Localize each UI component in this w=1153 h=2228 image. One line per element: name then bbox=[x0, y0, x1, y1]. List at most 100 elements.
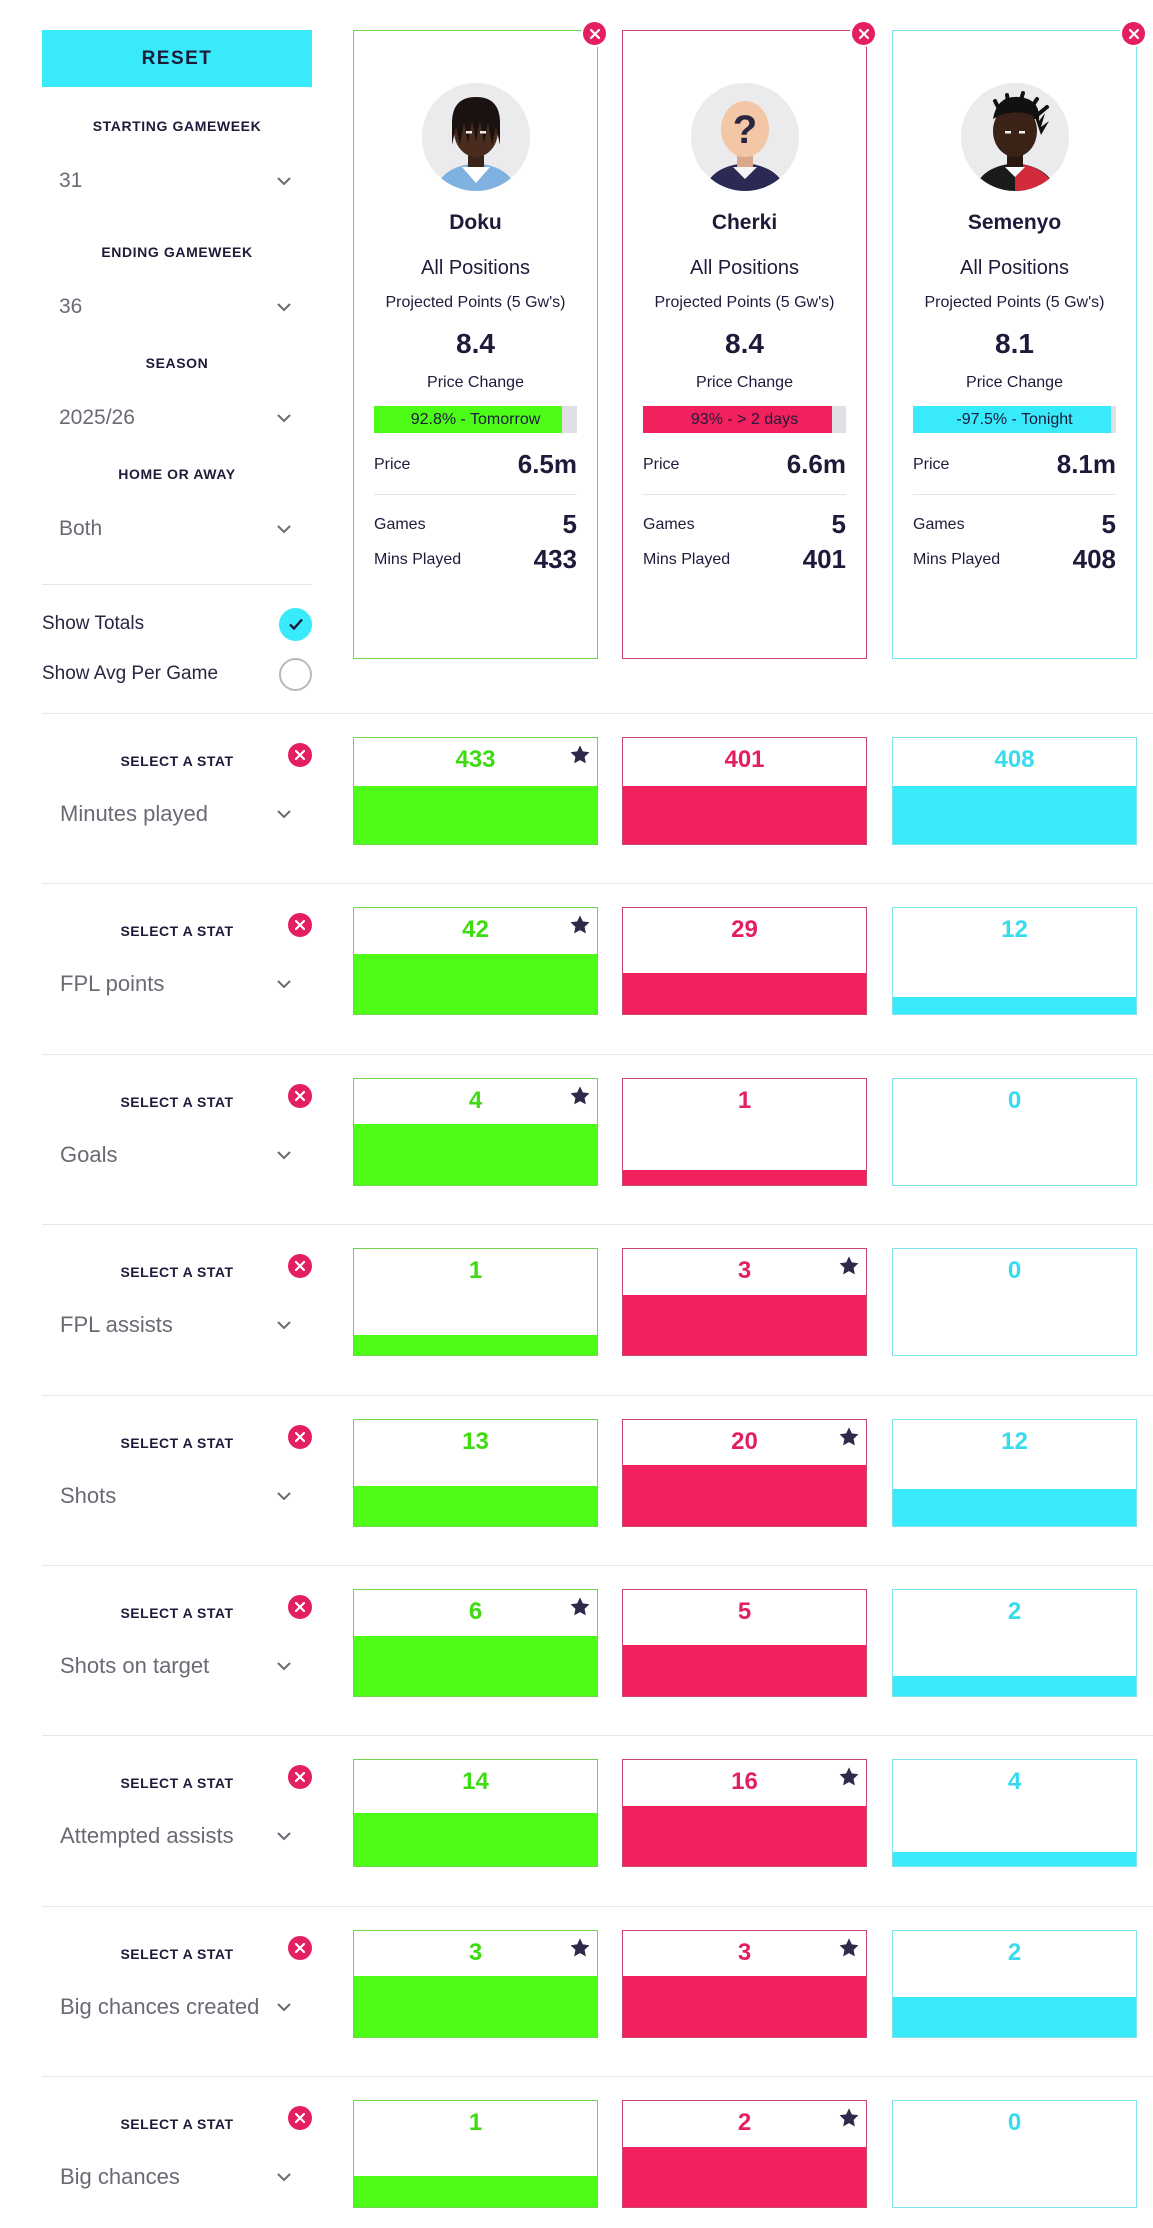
select-stat-label: SELECT A STAT bbox=[120, 1945, 234, 1962]
price-change-bar: 92.8% - Tomorrow bbox=[374, 406, 577, 433]
projected-points-value: 8.4 bbox=[725, 328, 764, 359]
close-icon bbox=[294, 1090, 306, 1101]
stat-bar-doku: 6 bbox=[353, 1589, 598, 1697]
select-stat-label: SELECT A STAT bbox=[120, 753, 234, 769]
stat-bar-value: 20 bbox=[731, 1427, 758, 1455]
show-totals-checkbox[interactable] bbox=[279, 607, 312, 641]
price-change-fill bbox=[374, 406, 563, 433]
remove-player-button[interactable] bbox=[1120, 20, 1147, 47]
home-away-select[interactable]: Both bbox=[59, 511, 312, 547]
show-avg-toggle[interactable]: Show Avg Per Game bbox=[42, 656, 312, 692]
remove-stat-button[interactable] bbox=[288, 1083, 312, 1108]
stat-select[interactable]: Minutes played bbox=[60, 797, 312, 831]
stat-bar-fill bbox=[893, 997, 1136, 1015]
select-stat-label: SELECT A STAT bbox=[120, 923, 234, 940]
chevron-down-icon bbox=[277, 810, 291, 819]
games-value: 5 bbox=[831, 509, 846, 539]
select-stat-label: SELECT A STAT bbox=[120, 1605, 234, 1621]
remove-stat-button[interactable] bbox=[288, 913, 312, 938]
card-divider bbox=[643, 494, 846, 495]
remove-stat-button[interactable] bbox=[288, 1765, 312, 1790]
remove-stat-button[interactable] bbox=[288, 1595, 312, 1619]
stat-bar-fill bbox=[893, 1996, 1136, 2037]
ending-gameweek-value: 36 bbox=[59, 295, 83, 318]
stat-bar-fill bbox=[623, 973, 866, 1015]
stat-bar-value: 29 bbox=[731, 916, 758, 944]
stat-bar-doku: 13 bbox=[353, 1418, 598, 1527]
mins-value: 433 bbox=[533, 544, 577, 574]
stat-bar-value: 2 bbox=[1007, 1938, 1022, 1966]
mins-label: Mins Played bbox=[374, 550, 462, 568]
remove-stat-button[interactable] bbox=[288, 1935, 312, 1960]
stat-bar-value: 3 bbox=[737, 1257, 752, 1285]
chevron-down-icon bbox=[277, 1151, 291, 1160]
remove-stat-button[interactable] bbox=[288, 1424, 312, 1449]
home-away-label: HOME OR AWAY bbox=[118, 466, 236, 482]
stat-select[interactable]: FPL points bbox=[60, 967, 312, 1001]
stat-bar-fill bbox=[354, 1813, 597, 1867]
projected-points-label: Projected Points (5 Gw's) bbox=[385, 294, 566, 311]
remove-stat-button[interactable] bbox=[288, 1254, 312, 1279]
stat-select-value: Goals bbox=[60, 1141, 118, 1167]
remove-stat-button[interactable] bbox=[288, 2106, 312, 2131]
chevron-down-icon bbox=[277, 525, 291, 534]
stat-bar-fill bbox=[623, 2146, 866, 2208]
close-icon bbox=[1128, 28, 1139, 39]
price-change-text: 93% - > 2 days bbox=[690, 410, 799, 428]
stat-bar-cherki: 5 bbox=[622, 1589, 867, 1697]
chevron-down-icon bbox=[277, 1832, 291, 1841]
stat-select[interactable]: Shots on target bbox=[60, 1649, 312, 1683]
stat-select[interactable]: Big chances created bbox=[60, 1990, 312, 2024]
show-totals-toggle[interactable]: Show Totals bbox=[42, 606, 312, 642]
stat-bar-value: 2 bbox=[737, 2109, 752, 2137]
star-icon bbox=[570, 1086, 590, 1105]
close-icon bbox=[589, 28, 600, 39]
remove-player-button[interactable] bbox=[581, 20, 608, 47]
star-icon bbox=[839, 1938, 859, 1957]
select-stat-label: SELECT A STAT bbox=[120, 1093, 234, 1110]
stat-bar-semenyo: 12 bbox=[892, 1418, 1137, 1527]
close-icon bbox=[294, 1431, 306, 1442]
row-divider bbox=[42, 1053, 1153, 1055]
star-icon bbox=[570, 1597, 590, 1616]
remove-player-button[interactable] bbox=[850, 20, 877, 47]
ending-gameweek-select[interactable]: 36 bbox=[59, 289, 312, 325]
remove-stat-button[interactable] bbox=[288, 743, 312, 767]
stat-bar-fill bbox=[354, 1335, 597, 1356]
row-divider bbox=[42, 1224, 1153, 1226]
stat-bar-fill bbox=[623, 1976, 866, 2037]
stat-select-value: Minutes played bbox=[60, 801, 208, 826]
mins-row: Mins Played 408 bbox=[913, 544, 1116, 575]
mins-row: Mins Played 433 bbox=[374, 544, 577, 575]
stat-bar-fill bbox=[354, 2176, 597, 2208]
stat-bar-value: 401 bbox=[724, 746, 765, 773]
starting-gameweek-select[interactable]: 31 bbox=[59, 163, 312, 199]
chevron-down-icon bbox=[277, 177, 291, 186]
row-divider bbox=[42, 1394, 1153, 1396]
stat-select[interactable]: FPL assists bbox=[60, 1308, 312, 1342]
stat-select[interactable]: Big chances bbox=[60, 2160, 312, 2194]
stat-bar-fill bbox=[354, 785, 597, 844]
price-change-fill bbox=[643, 406, 832, 433]
price-change-label: Price Change bbox=[966, 374, 1063, 391]
stat-bar-fill bbox=[354, 1976, 597, 2037]
stat-select[interactable]: Shots bbox=[60, 1479, 312, 1513]
chevron-down-icon bbox=[277, 1321, 291, 1330]
season-select[interactable]: 2025/26 bbox=[59, 400, 312, 436]
stat-select-value: FPL points bbox=[60, 971, 165, 997]
player-card-cherki: ? Cherki All Positions Projected Points (5 … bbox=[622, 20, 877, 659]
games-row: Games 5 bbox=[913, 509, 1116, 540]
price-value: 8.1m bbox=[1056, 449, 1116, 479]
stat-select[interactable]: Goals bbox=[60, 1138, 312, 1172]
games-value: 5 bbox=[562, 509, 577, 539]
mins-row: Mins Played 401 bbox=[643, 544, 846, 575]
stat-select[interactable]: Attempted assists bbox=[60, 1819, 312, 1853]
stat-bar-fill bbox=[354, 1635, 597, 1696]
chevron-down-icon bbox=[277, 1491, 291, 1501]
reset-button[interactable]: RESET bbox=[42, 30, 312, 87]
mins-value: 401 bbox=[802, 544, 846, 574]
price-change-bar: -97.5% - Tonight bbox=[913, 406, 1116, 433]
games-label: Games bbox=[643, 515, 695, 533]
unknown-player-avatar-icon: ? bbox=[690, 83, 799, 191]
show-avg-radio[interactable] bbox=[279, 657, 312, 691]
